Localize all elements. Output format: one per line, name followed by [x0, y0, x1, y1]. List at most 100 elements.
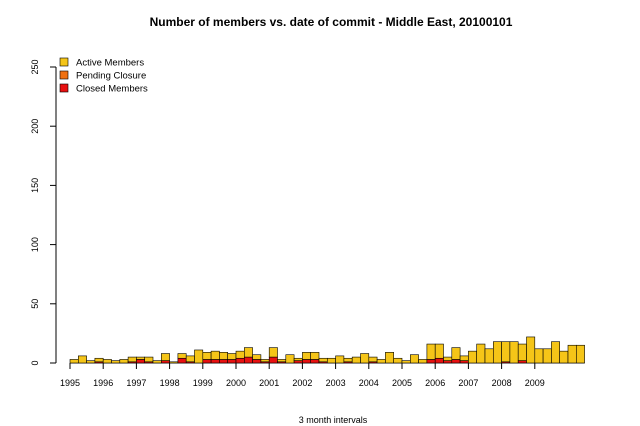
bar-active-members — [567, 344, 577, 364]
x-tick-label: 1995 — [60, 378, 80, 388]
bar-active-members — [476, 343, 486, 364]
bar-active-members — [401, 360, 411, 364]
y-tick-label: 0 — [30, 360, 40, 365]
bar-closed-members — [244, 356, 253, 364]
x-tick-label: 2003 — [326, 378, 346, 388]
bar-active-members — [418, 359, 428, 364]
bar-active-members — [318, 357, 328, 363]
legend-label: Pending Closure — [76, 71, 146, 82]
bar-active-members — [360, 353, 370, 364]
bar-active-members — [94, 357, 104, 363]
bar-closed-members — [293, 360, 303, 364]
bar-active-members — [451, 347, 461, 360]
bar-closed-members — [210, 359, 220, 364]
bar-active-members — [492, 341, 502, 364]
bar-active-members — [111, 360, 121, 364]
bar-active-members — [277, 359, 287, 363]
bar-closed-members — [302, 359, 311, 364]
bar-active-members — [459, 355, 469, 361]
bar-active-members — [136, 356, 145, 360]
x-tick-label: 2001 — [259, 378, 279, 388]
bar-active-members — [551, 341, 561, 364]
bar-active-members — [351, 356, 361, 364]
bar-closed-members — [136, 359, 145, 364]
legend-swatch — [59, 70, 69, 80]
bar-active-members — [202, 352, 212, 360]
bar-closed-members — [227, 359, 237, 364]
bar-closed-members — [177, 357, 187, 364]
bar-closed-members — [310, 359, 320, 364]
bar-closed-members — [268, 356, 278, 364]
bar-active-members — [434, 343, 444, 359]
bar-active-members — [517, 343, 527, 361]
bar-closed-members — [517, 360, 527, 364]
x-tick-label: 2006 — [425, 378, 445, 388]
bar-closed-members — [235, 357, 245, 364]
bar-closed-members — [202, 359, 212, 364]
legend-label: Active Members — [76, 58, 144, 69]
y-tick-label: 100 — [30, 237, 40, 252]
y-axis: 0 50 100 150 200 250 — [30, 59, 57, 366]
bar-active-members — [144, 356, 154, 363]
x-axis-label: 3 month intervals — [299, 415, 368, 425]
bar-active-members — [343, 357, 353, 363]
bar-active-members — [534, 348, 544, 364]
x-tick-label: 2002 — [292, 378, 312, 388]
x-tick-label: 2008 — [492, 378, 512, 388]
x-tick-label: 1999 — [193, 378, 213, 388]
bar-active-members — [194, 349, 204, 364]
bar-closed-members — [161, 360, 170, 364]
bar-active-members — [227, 353, 237, 360]
bar-active-members — [468, 350, 477, 364]
y-tick-label: 200 — [30, 119, 40, 134]
bar-active-members — [326, 357, 336, 364]
bar-active-members — [501, 341, 511, 363]
bar-active-members — [409, 354, 419, 364]
bar-active-members — [102, 359, 112, 364]
bar-active-members — [119, 359, 129, 364]
bars — [69, 336, 585, 364]
bar-active-members — [268, 347, 278, 358]
bar-active-members — [376, 359, 386, 364]
x-tick-label: 1998 — [160, 378, 180, 388]
legend-swatch — [59, 57, 69, 67]
legend-swatch — [59, 83, 69, 93]
bar-closed-members — [252, 359, 262, 364]
bar-active-members — [169, 361, 179, 364]
legend-label: Closed Members — [76, 84, 148, 95]
bar-active-members — [293, 357, 303, 361]
bar-active-members — [244, 347, 253, 358]
bar-active-members — [219, 352, 228, 360]
bar-closed-members — [443, 360, 453, 364]
x-tick-label: 2000 — [226, 378, 246, 388]
bar-closed-members — [434, 357, 444, 364]
bar-active-members — [559, 350, 569, 364]
y-tick-label: 150 — [30, 178, 40, 193]
x-axis: 1995 1996 1997 1998 1999 2000 2001 2002 2003 2004… — [60, 362, 585, 388]
bar-active-members — [78, 355, 87, 364]
bar-active-members — [69, 359, 79, 364]
bar-active-members — [335, 355, 345, 364]
bar-active-members — [285, 354, 295, 364]
bar-active-members — [235, 350, 245, 359]
x-tick-label: 1996 — [93, 378, 113, 388]
y-tick-label: 50 — [30, 299, 40, 309]
x-tick-label: 2007 — [458, 378, 478, 388]
bar-active-members — [385, 352, 394, 364]
bar-closed-members — [451, 359, 461, 364]
bar-active-members — [86, 360, 96, 364]
bar-active-members — [161, 353, 170, 361]
y-tick-label: 250 — [30, 59, 40, 74]
bar-closed-members — [219, 359, 228, 364]
bar-active-members — [509, 341, 519, 364]
bar-active-members — [426, 343, 436, 360]
bar-active-members — [310, 352, 320, 360]
bar-active-members — [393, 357, 403, 364]
bar-active-members — [484, 348, 494, 364]
bar-closed-members — [459, 360, 469, 364]
bar-active-members — [210, 350, 220, 360]
bar-active-members — [152, 360, 162, 364]
bar-active-members — [127, 356, 137, 363]
x-tick-label: 2009 — [525, 378, 545, 388]
